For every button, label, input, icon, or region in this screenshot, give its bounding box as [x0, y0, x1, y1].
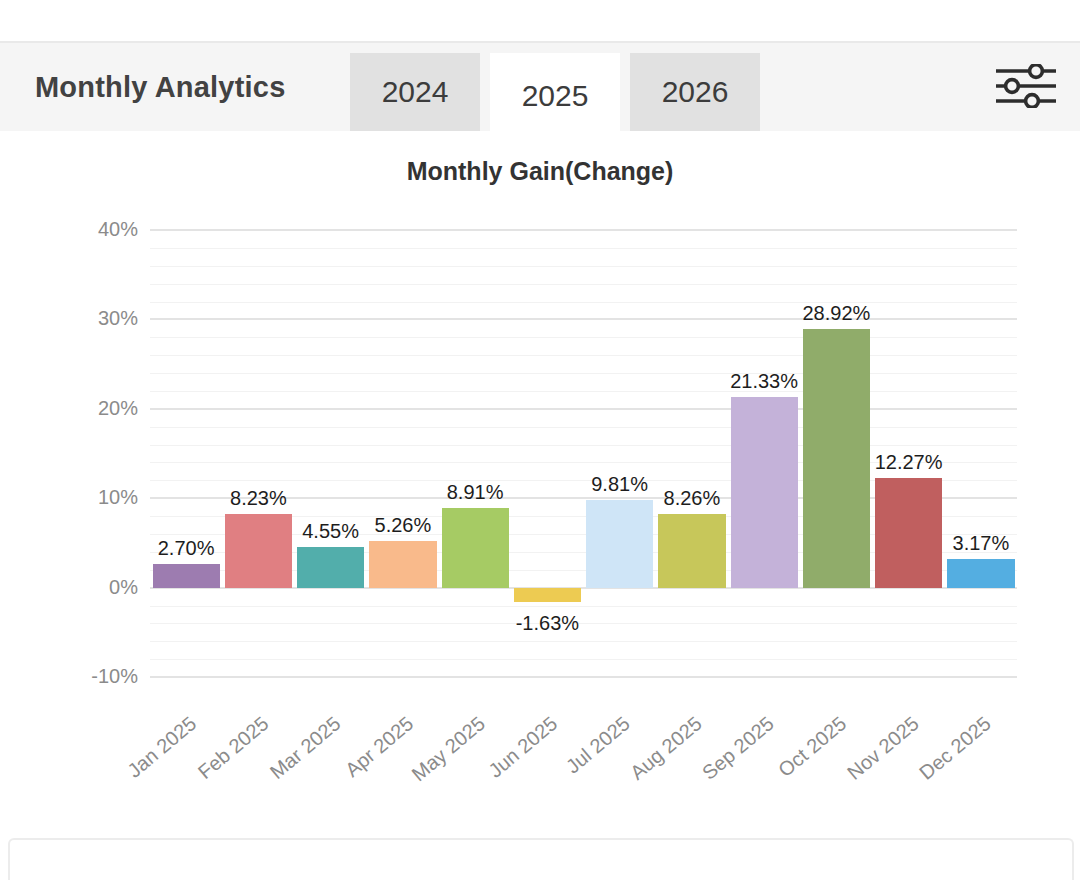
y-axis-tick-label: 10% [98, 486, 138, 509]
bar-value-label: 8.26% [664, 487, 721, 510]
x-axis-tick-label: Feb 2025 [194, 712, 274, 784]
x-axis-tick-label: Nov 2025 [843, 712, 923, 785]
bar-value-label: 12.27% [875, 451, 943, 474]
bar-mar-2025[interactable] [297, 547, 364, 588]
bottom-card [8, 838, 1074, 880]
major-gridline [150, 318, 1017, 320]
minor-gridline [150, 391, 1017, 392]
monthly-gain-bar-chart: Monthly Gain(Change) 40% 30% 20% 10% 0% -10% 2… [0, 131, 1080, 838]
bar-oct-2025[interactable] [803, 329, 870, 588]
y-axis-tick-label: 0% [109, 576, 138, 599]
x-axis-tick-label: Mar 2025 [266, 712, 346, 784]
major-gridline [150, 676, 1017, 678]
chart-title: Monthly Gain(Change) [0, 157, 1080, 186]
minor-gridline [150, 337, 1017, 338]
tab-2024[interactable]: 2024 [350, 53, 480, 131]
minor-gridline [150, 445, 1017, 446]
bar-value-label: 4.55% [302, 520, 359, 543]
minor-gridline [150, 355, 1017, 356]
tab-2025[interactable]: 2025 [490, 53, 620, 139]
x-axis-tick-label: Sep 2025 [699, 712, 779, 785]
bar-value-label: 8.23% [230, 487, 287, 510]
bar-value-label: 9.81% [591, 473, 648, 496]
x-axis-tick-label: Aug 2025 [626, 712, 706, 785]
y-axis-tick-label: 30% [98, 307, 138, 330]
filter-settings-button[interactable] [994, 65, 1058, 109]
bar-value-label: 21.33% [730, 370, 798, 393]
page-title: Monthly Analytics [35, 43, 285, 131]
bar-apr-2025[interactable] [369, 541, 436, 588]
bar-feb-2025[interactable] [225, 514, 292, 588]
minor-gridline [150, 606, 1017, 607]
bar-jan-2025[interactable] [153, 564, 220, 588]
bar-jun-2025[interactable] [514, 588, 581, 603]
minor-gridline [150, 641, 1017, 642]
tab-2026[interactable]: 2026 [630, 53, 760, 131]
top-white-strip [0, 0, 1080, 41]
major-gridline [150, 408, 1017, 410]
x-axis-tick-label: Oct 2025 [774, 712, 851, 782]
minor-gridline [150, 659, 1017, 660]
x-axis-tick-label: Jan 2025 [123, 712, 201, 783]
minor-gridline [150, 623, 1017, 624]
minor-gridline [150, 373, 1017, 374]
app-header: Monthly Analytics 2024 2025 2026 [0, 41, 1080, 131]
minor-gridline [150, 302, 1017, 303]
tab-2025-label: 2025 [522, 79, 589, 113]
bar-value-label: 5.26% [375, 514, 432, 537]
x-axis-tick-label: May 2025 [408, 712, 490, 786]
tab-2026-label: 2026 [662, 75, 729, 109]
bar-value-label: 8.91% [447, 481, 504, 504]
y-axis-tick-label: 20% [98, 397, 138, 420]
tab-2024-label: 2024 [382, 75, 449, 109]
year-tabs: 2024 2025 2026 [350, 53, 760, 139]
bar-value-label: 28.92% [802, 302, 870, 325]
bar-sep-2025[interactable] [731, 397, 798, 588]
x-axis-tick-label: Dec 2025 [915, 712, 995, 785]
bar-value-label: 3.17% [953, 532, 1010, 555]
bar-aug-2025[interactable] [658, 514, 725, 588]
y-axis-tick-label: 40% [98, 218, 138, 241]
bar-value-label: -1.63% [516, 612, 579, 635]
bar-nov-2025[interactable] [875, 478, 942, 588]
bar-value-label: 2.70% [158, 537, 215, 560]
bar-jul-2025[interactable] [586, 500, 653, 588]
bar-dec-2025[interactable] [947, 559, 1014, 587]
major-gridline [150, 229, 1017, 231]
minor-gridline [150, 266, 1017, 267]
x-axis-tick-label: Jul 2025 [562, 712, 635, 778]
bar-may-2025[interactable] [442, 508, 509, 588]
minor-gridline [150, 248, 1017, 249]
tune-sliders-icon [994, 64, 1058, 111]
y-axis-tick-label: -10% [91, 665, 138, 688]
minor-gridline [150, 427, 1017, 428]
x-axis-tick-label: Apr 2025 [341, 712, 418, 782]
x-axis-tick-label: Jun 2025 [484, 712, 562, 783]
minor-gridline [150, 284, 1017, 285]
